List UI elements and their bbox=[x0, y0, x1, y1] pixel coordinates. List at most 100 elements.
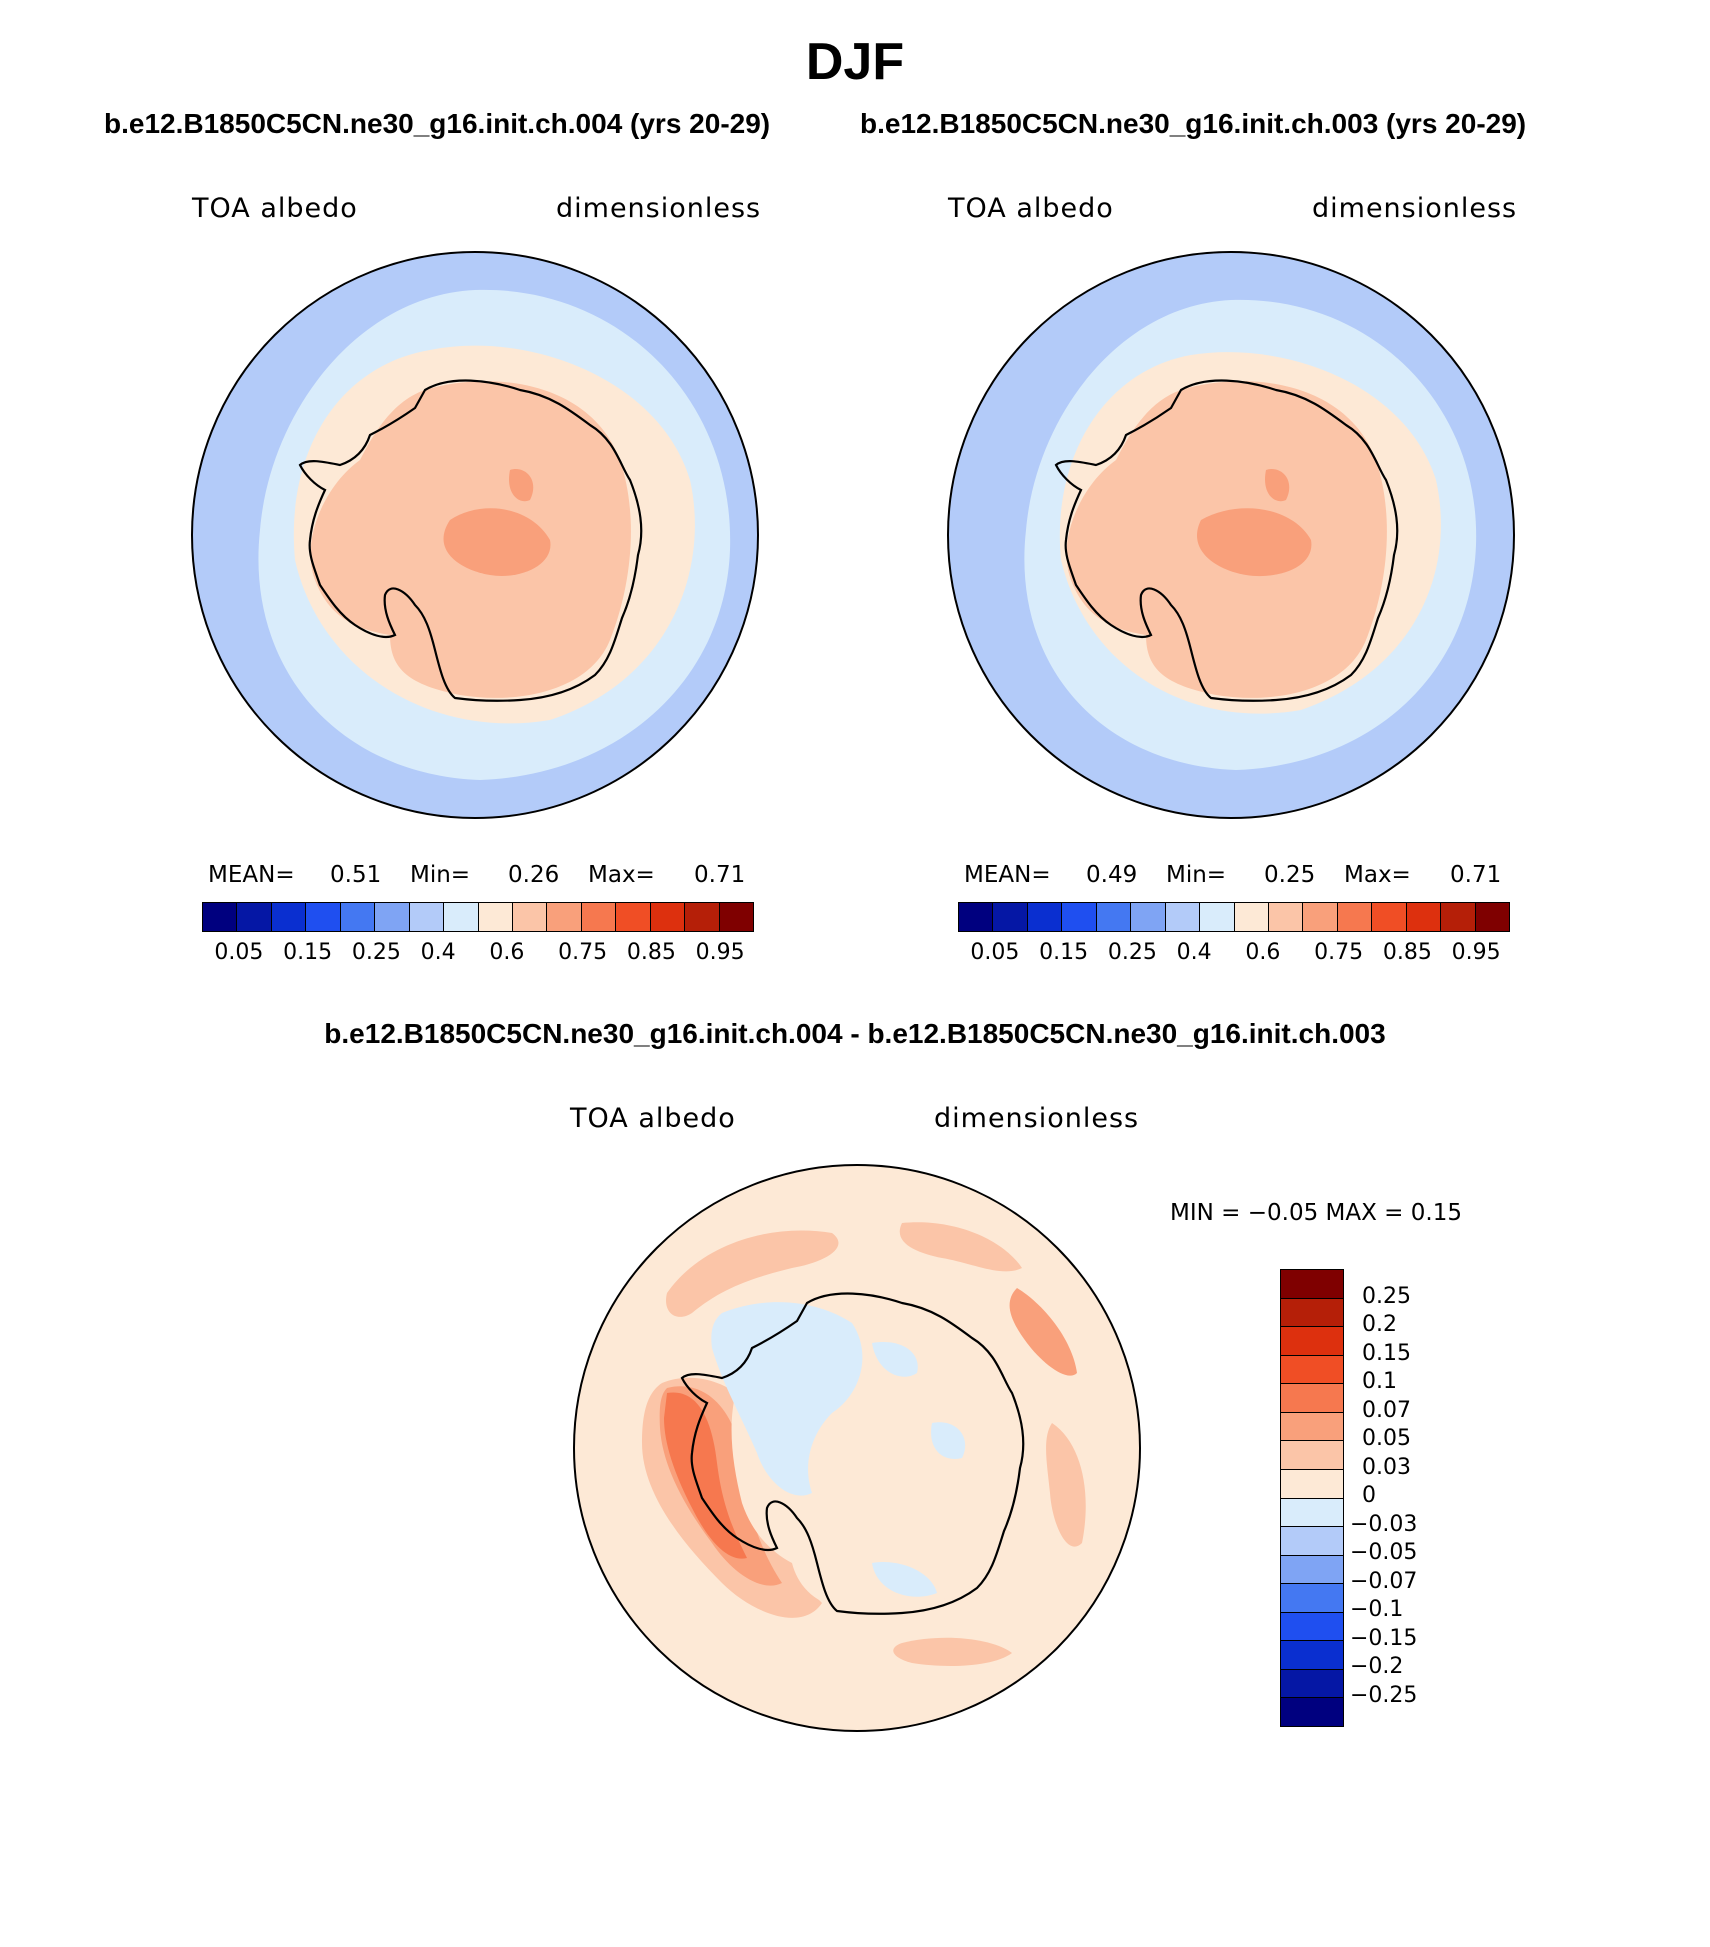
colorbar-tick-label: −0.03 bbox=[1350, 1511, 1418, 1537]
max-value-left: 0.71 bbox=[694, 862, 746, 888]
min-label-right: Min= bbox=[1166, 862, 1227, 888]
colorbar-tick-label: 0.25 bbox=[351, 940, 401, 965]
colorbar-tick-label: 0.25 bbox=[1362, 1283, 1411, 1309]
max-label-left: Max= bbox=[588, 862, 655, 888]
colorbar-tick-label: 0.05 bbox=[970, 940, 1020, 965]
var-label-right: TOA albedo bbox=[948, 193, 1114, 224]
colorbar-tick-label: 0.15 bbox=[283, 940, 333, 965]
min-value-right: 0.25 bbox=[1264, 862, 1316, 888]
colorbar-right bbox=[958, 902, 1510, 932]
mean-label-left: MEAN= bbox=[208, 862, 295, 888]
colorbar-swatch bbox=[959, 903, 994, 931]
diff-minmax: MIN = −0.05 MAX = 0.15 bbox=[1170, 1200, 1462, 1226]
units-label-right: dimensionless bbox=[1312, 193, 1518, 224]
colorbar-swatch bbox=[1372, 903, 1407, 931]
colorbar-tick-label: 0.1 bbox=[1362, 1369, 1397, 1394]
colorbar-tick-label: 0.15 bbox=[1362, 1340, 1411, 1366]
colorbar-tick-label: 0.75 bbox=[1314, 940, 1364, 965]
colorbar-swatch bbox=[444, 903, 479, 931]
colorbar-swatch bbox=[1281, 1469, 1343, 1499]
colorbar-swatch bbox=[340, 903, 376, 931]
coastline-left bbox=[298, 379, 643, 702]
colorbar-swatch bbox=[650, 903, 686, 931]
colorbar-tick-label: 0 bbox=[1362, 1483, 1376, 1508]
figure-title: DJF bbox=[805, 33, 905, 91]
colorbar-swatch bbox=[616, 903, 651, 931]
colorbar-tick-label: −0.05 bbox=[1350, 1540, 1418, 1565]
colorbar-tick-label: −0.15 bbox=[1350, 1625, 1418, 1651]
colorbar-swatch bbox=[306, 903, 341, 931]
colorbar-tick-label: 0.03 bbox=[1362, 1454, 1411, 1480]
colorbar-left bbox=[202, 902, 754, 932]
colorbar-tick-label: 0.05 bbox=[214, 940, 264, 965]
colorbar-swatch bbox=[1281, 1527, 1343, 1556]
colorbar-swatch bbox=[1281, 1698, 1343, 1726]
colorbar-swatch bbox=[512, 903, 548, 931]
colorbar-swatch bbox=[993, 903, 1028, 931]
polar-map-right bbox=[947, 251, 1515, 819]
colorbar-swatch bbox=[375, 903, 410, 931]
colorbar-swatch bbox=[1475, 903, 1509, 931]
colorbar-swatch bbox=[1303, 903, 1338, 931]
coastline-diff bbox=[680, 1292, 1025, 1615]
colorbar-swatch bbox=[547, 903, 582, 931]
colorbar-swatch bbox=[1131, 903, 1166, 931]
colorbar-swatch bbox=[1281, 1441, 1343, 1470]
colorbar-swatch bbox=[1281, 1641, 1343, 1670]
diff-title: b.e12.B1850C5CN.ne30_g16.init.ch.004 - b… bbox=[324, 1018, 1386, 1049]
colorbar-swatch bbox=[271, 903, 307, 931]
coastline-right bbox=[1054, 379, 1399, 702]
colorbar-tick-label: 0.6 bbox=[489, 940, 525, 965]
mean-value-right: 0.49 bbox=[1086, 862, 1138, 888]
colorbar-tick-label: 0.2 bbox=[1362, 1312, 1397, 1337]
colorbar-tick-label: 0.6 bbox=[1245, 940, 1281, 965]
colorbar-swatch bbox=[1281, 1384, 1343, 1413]
colorbar-swatch bbox=[719, 903, 753, 931]
colorbar-swatch bbox=[1200, 903, 1235, 931]
var-label-diff: TOA albedo bbox=[570, 1103, 736, 1134]
colorbar-tick-label: 0.4 bbox=[1176, 940, 1212, 965]
colorbar-tick-label: 0.25 bbox=[1107, 940, 1157, 965]
colorbar-swatch bbox=[1441, 903, 1476, 931]
colorbar-swatch bbox=[581, 903, 617, 931]
colorbar-tick-label: −0.25 bbox=[1350, 1682, 1418, 1708]
polar-map-diff bbox=[573, 1164, 1141, 1732]
max-label-right: Max= bbox=[1344, 862, 1411, 888]
colorbar-swatch bbox=[1281, 1669, 1343, 1699]
colorbar-tick-label: 0.75 bbox=[558, 940, 608, 965]
colorbar-swatch bbox=[1096, 903, 1132, 931]
colorbar-swatch bbox=[1281, 1584, 1343, 1613]
colorbar-tick-label: −0.2 bbox=[1350, 1654, 1404, 1679]
units-label-diff: dimensionless bbox=[934, 1103, 1140, 1134]
colorbar-swatch bbox=[1281, 1612, 1343, 1642]
colorbar-swatch bbox=[1281, 1327, 1343, 1356]
units-label-left: dimensionless bbox=[556, 193, 762, 224]
min-value-left: 0.26 bbox=[508, 862, 560, 888]
colorbar-swatch bbox=[685, 903, 720, 931]
case-title-left: b.e12.B1850C5CN.ne30_g16.init.ch.004 (yr… bbox=[104, 108, 771, 139]
colorbar-tick-label: 0.85 bbox=[1382, 940, 1432, 965]
colorbar-swatch bbox=[1281, 1498, 1343, 1528]
colorbar-swatch bbox=[1027, 903, 1063, 931]
colorbar-tick-label: 0.07 bbox=[1362, 1397, 1411, 1423]
mean-label-right: MEAN= bbox=[964, 862, 1051, 888]
colorbar-tick-label: 0.15 bbox=[1039, 940, 1089, 965]
colorbar-swatch bbox=[1406, 903, 1442, 931]
colorbar-swatch bbox=[1268, 903, 1304, 931]
mean-value-left: 0.51 bbox=[330, 862, 382, 888]
colorbar-swatch bbox=[409, 903, 445, 931]
colorbar-swatch bbox=[203, 903, 238, 931]
colorbar-swatch bbox=[1281, 1555, 1343, 1585]
colorbar-swatch bbox=[1281, 1298, 1343, 1328]
colorbar-swatch bbox=[237, 903, 272, 931]
colorbar-tick-label: 0.95 bbox=[695, 940, 745, 965]
case-title-right: b.e12.B1850C5CN.ne30_g16.init.ch.003 (yr… bbox=[860, 108, 1527, 139]
colorbar-swatch bbox=[478, 903, 513, 931]
polar-map-left bbox=[191, 251, 759, 819]
var-label-left: TOA albedo bbox=[192, 193, 358, 224]
colorbar-swatch bbox=[1337, 903, 1373, 931]
colorbar-tick-label: 0.85 bbox=[626, 940, 676, 965]
colorbar-tick-label: 0.95 bbox=[1451, 940, 1501, 965]
colorbar-tick-label: 0.05 bbox=[1362, 1426, 1411, 1451]
colorbar-diff bbox=[1280, 1269, 1344, 1727]
